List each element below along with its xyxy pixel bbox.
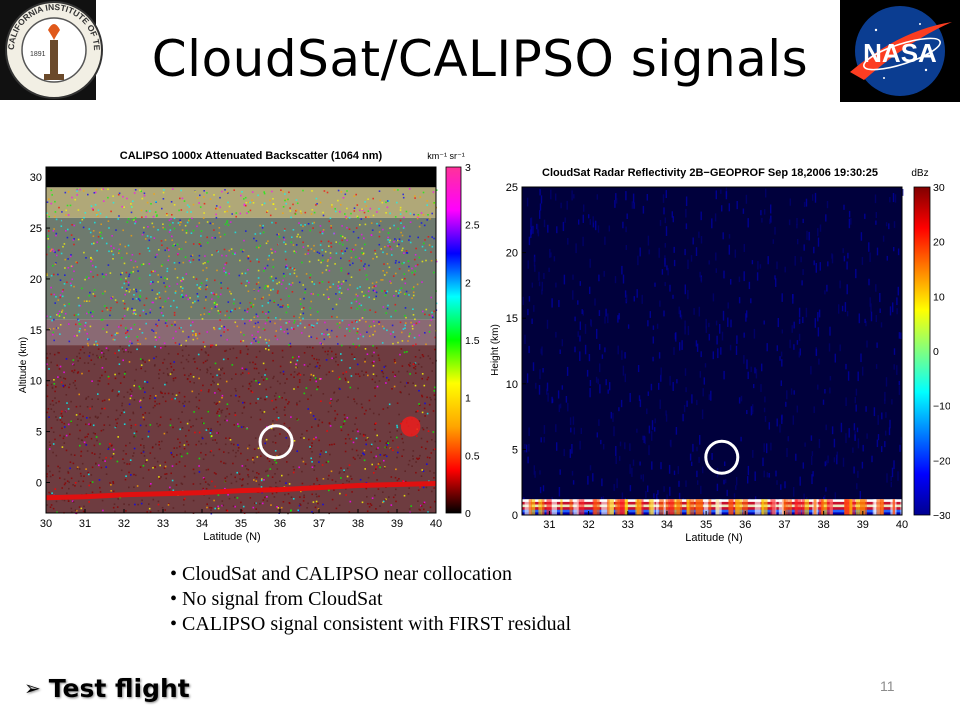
cloud-feature bbox=[400, 416, 421, 437]
cloudsat-chart-svg: CloudSat Radar Reflectivity 2B−GEOPROF S… bbox=[490, 167, 951, 544]
x-tick-label: 38 bbox=[352, 518, 364, 530]
plot-frame bbox=[521, 186, 903, 516]
y-tick-label: 5 bbox=[512, 444, 518, 456]
caltech-logo-year: 1891 bbox=[30, 51, 46, 58]
x-tick-label: 36 bbox=[274, 518, 286, 530]
surface-clutter-band bbox=[522, 499, 905, 516]
cloudsat-reflectivity-chart: CloudSat Radar Reflectivity 2B−GEOPROF S… bbox=[484, 160, 951, 555]
y-tick-label: 25 bbox=[506, 182, 518, 194]
caltech-logo: CALIFORNIA INSTITUTE OF TECHNOLOGY 1891 bbox=[0, 0, 112, 104]
bullet-text: CloudSat and CALIPSO near collocation bbox=[182, 563, 512, 585]
colorbar-tick-label: 3 bbox=[465, 162, 471, 174]
x-tick-label: 30 bbox=[40, 518, 52, 530]
calipso-chart-svg: CALIPSO 1000x Attenuated Backscatter (10… bbox=[18, 150, 480, 543]
annotation-circle bbox=[258, 424, 294, 460]
noise-texture bbox=[522, 187, 904, 508]
nasa-logo-text: NASA bbox=[863, 38, 937, 68]
colorbar-tick-label: 0.5 bbox=[465, 450, 480, 462]
x-tick-label: 32 bbox=[118, 518, 130, 530]
x-tick-label: 38 bbox=[818, 519, 830, 531]
x-tick-label: 35 bbox=[235, 518, 247, 530]
reflectivity-background bbox=[522, 187, 902, 515]
colorbar-tick-label: 20 bbox=[933, 237, 945, 249]
bullet-list: • CloudSat and CALIPSO near collocation … bbox=[170, 562, 571, 637]
backscatter-layer bbox=[46, 217, 436, 320]
y-axis-label: Altitude (km) bbox=[18, 337, 29, 393]
y-tick-label: 20 bbox=[506, 248, 518, 260]
colorbar-tick-label: −20 bbox=[933, 455, 950, 467]
x-axis-label: Latitude (N) bbox=[685, 532, 742, 544]
colorbar-tick-label: 0 bbox=[465, 508, 471, 520]
backscatter-layer bbox=[46, 345, 436, 513]
colorbar-tick-label: 1.5 bbox=[465, 335, 480, 347]
surface-return-line bbox=[45, 481, 437, 501]
colorbar-tick-label: 1 bbox=[465, 393, 471, 405]
y-tick-label: 0 bbox=[36, 477, 42, 489]
bullet-item: • CALIPSO signal consistent with FIRST r… bbox=[170, 613, 572, 635]
page-number: 11 bbox=[880, 678, 895, 694]
colorbar-tick-label: −10 bbox=[933, 401, 950, 413]
bullet-item: • No signal from CloudSat bbox=[170, 588, 383, 610]
bullet-text: No signal from CloudSat bbox=[182, 588, 383, 610]
annotation-circle bbox=[704, 439, 740, 475]
x-axis-label: Latitude (N) bbox=[203, 531, 260, 543]
x-tick-label: 34 bbox=[661, 519, 673, 531]
bullet-text: CALIPSO signal consistent with FIRST res… bbox=[182, 613, 572, 635]
y-tick-label: 15 bbox=[506, 313, 518, 325]
chart-title: CloudSat Radar Reflectivity 2B−GEOPROF S… bbox=[542, 167, 878, 179]
colorbar-tick-label: 2.5 bbox=[465, 220, 480, 232]
x-tick-label: 39 bbox=[857, 519, 869, 531]
x-tick-label: 33 bbox=[157, 518, 169, 530]
x-tick-label: 34 bbox=[196, 518, 208, 530]
x-tick-label: 31 bbox=[543, 519, 555, 531]
y-tick-label: 15 bbox=[30, 325, 42, 337]
section-heading-text: Test flight bbox=[48, 674, 190, 703]
y-tick-label: 5 bbox=[36, 427, 42, 439]
x-tick-label: 36 bbox=[739, 519, 751, 531]
x-tick-label: 40 bbox=[896, 519, 908, 531]
y-tick-label: 30 bbox=[30, 172, 42, 184]
colorbar-tick-label: 0 bbox=[933, 346, 939, 358]
section-heading: ➢ Test flight bbox=[24, 674, 190, 703]
x-tick-label: 33 bbox=[622, 519, 634, 531]
noise-texture bbox=[46, 188, 438, 515]
chart-title: CALIPSO 1000x Attenuated Backscatter (10… bbox=[120, 150, 383, 162]
colorbar-tick-label: 10 bbox=[933, 291, 945, 303]
x-tick-label: 35 bbox=[700, 519, 712, 531]
x-tick-label: 31 bbox=[79, 518, 91, 530]
y-tick-label: 0 bbox=[512, 510, 518, 522]
slide-title: CloudSat/CALIPSO signals bbox=[151, 30, 809, 88]
y-tick-label: 10 bbox=[30, 376, 42, 388]
y-tick-label: 20 bbox=[30, 274, 42, 286]
x-tick-label: 39 bbox=[391, 518, 403, 530]
colorbar bbox=[913, 186, 931, 516]
y-axis-label: Height (km) bbox=[490, 324, 501, 376]
colorbar-label: km⁻¹ sr⁻¹ bbox=[427, 151, 465, 161]
x-tick-label: 37 bbox=[313, 518, 325, 530]
colorbar-tick-label: 2 bbox=[465, 277, 471, 289]
colorbar-tick-label: 30 bbox=[933, 182, 945, 194]
colorbar-tick-label: −30 bbox=[933, 510, 950, 522]
backscatter-layer bbox=[46, 167, 436, 188]
y-tick-label: 10 bbox=[506, 379, 518, 391]
y-tick-label: 25 bbox=[30, 223, 42, 235]
calipso-backscatter-chart: CALIPSO 1000x Attenuated Backscatter (10… bbox=[10, 145, 492, 555]
x-tick-label: 32 bbox=[582, 519, 594, 531]
arrow-bullet-icon: ➢ bbox=[24, 676, 41, 700]
colorbar bbox=[445, 166, 462, 514]
bullet-item: • CloudSat and CALIPSO near collocation bbox=[170, 563, 512, 585]
colorbar-label: dBz bbox=[911, 168, 928, 179]
x-tick-label: 37 bbox=[778, 519, 790, 531]
x-tick-label: 40 bbox=[430, 518, 442, 530]
nasa-logo: NASA bbox=[840, 0, 960, 102]
